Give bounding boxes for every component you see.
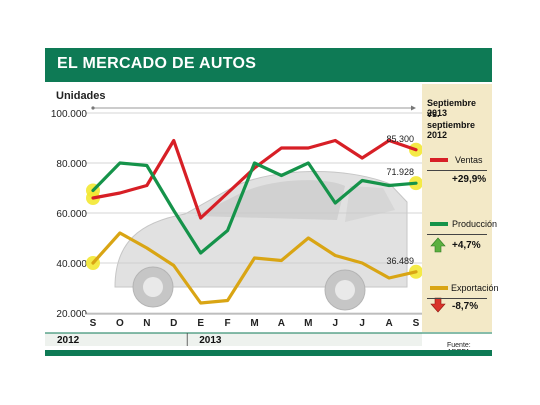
y-tick-label: 80.000 — [56, 159, 87, 170]
y-tick-label: 20.000 — [56, 309, 87, 320]
infographic: EL MERCADO DE AUTOS Unidades 20.000 40.00… — [45, 48, 499, 356]
title-bar: EL MERCADO DE AUTOS — [45, 48, 492, 82]
legend-label-ventas: Ventas — [455, 155, 483, 165]
series-line-exportacion — [91, 231, 418, 305]
x-tick-label: D — [170, 318, 177, 329]
legend-marks — [430, 158, 448, 313]
series-line-ventas — [91, 138, 418, 220]
x-tick-label: S — [90, 318, 97, 329]
x-tick-label: F — [225, 318, 231, 329]
arrow-down-icon — [430, 297, 446, 313]
comparison-heading-1: Septiembre 2013 — [427, 98, 477, 118]
comparison-panel: Septiembre 2013 vs. septiembre 2012 Vent… — [422, 84, 499, 332]
y-tick-label: 40.000 — [56, 259, 87, 270]
end-value-label-produccion: 71.928 — [386, 167, 414, 177]
bottom-strip — [45, 350, 492, 356]
line-chart: 20.000 40.000 60.000 80.000 100.000 85.300 71.… — [45, 100, 492, 346]
series-line-produccion — [91, 161, 418, 255]
legend-divider-exportacion — [427, 298, 487, 299]
range-arrow-head — [411, 105, 416, 111]
legend-label-produccion: Producción — [452, 219, 498, 229]
x-tick-label: S — [413, 318, 420, 329]
end-value-label-exportacion: 36.489 — [386, 256, 414, 266]
x-tick-label: N — [143, 318, 150, 329]
x-tick-label: E — [197, 318, 204, 329]
y-tick-label: 60.000 — [56, 209, 87, 220]
comparison-heading-3: septiembre 2012 — [427, 120, 476, 140]
year-band — [45, 333, 422, 346]
legend-divider-produccion — [427, 234, 487, 235]
year-label: 2012 — [57, 335, 80, 346]
year-label: 2013 — [199, 335, 222, 346]
change-produccion: +4,7% — [452, 240, 481, 251]
x-tick-label: M — [304, 318, 312, 329]
legend-label-exportacion: Exportación — [451, 283, 499, 293]
end-value-label-ventas: 85.300 — [386, 134, 414, 144]
change-ventas: +29,9% — [452, 174, 487, 185]
legend-divider-ventas — [427, 170, 487, 171]
arrow-up-icon — [430, 237, 446, 253]
chart-title: EL MERCADO DE AUTOS — [57, 55, 257, 72]
units-label: Unidades — [56, 90, 106, 102]
range-arrow-tail — [91, 106, 95, 110]
change-exportacion: -8,7% — [452, 301, 479, 312]
x-tick-label: M — [250, 318, 258, 329]
y-tick-label: 100.000 — [51, 109, 88, 120]
x-tick-label: A — [385, 318, 392, 329]
x-tick-label: J — [359, 318, 365, 329]
comparison-heading-2: vs. — [427, 109, 440, 119]
x-tick-label: J — [332, 318, 338, 329]
x-axis-strip — [85, 314, 422, 330]
x-tick-label: A — [278, 318, 285, 329]
x-tick-label: O — [116, 318, 124, 329]
